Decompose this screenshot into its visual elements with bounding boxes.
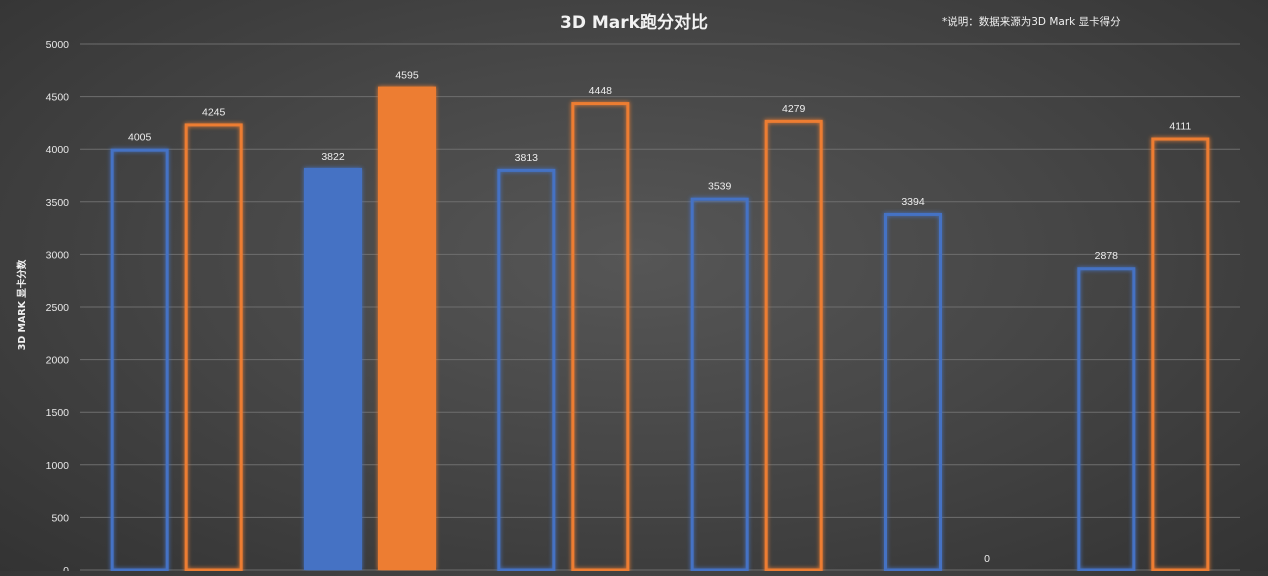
y-tick-label: 500 <box>51 512 69 524</box>
bar <box>764 119 823 572</box>
bar <box>690 197 749 572</box>
data-label: 2878 <box>1095 250 1119 262</box>
bar <box>184 123 243 572</box>
y-tick-label: 2500 <box>46 302 70 314</box>
data-label: 3539 <box>708 181 732 193</box>
data-label: 3813 <box>515 152 539 164</box>
data-label: 4245 <box>202 106 226 118</box>
data-label: 4448 <box>589 85 613 97</box>
y-tick-label: 5000 <box>46 39 70 51</box>
data-label: 4279 <box>782 103 806 115</box>
data-label: 4595 <box>395 70 419 82</box>
data-label: 4111 <box>1169 121 1191 133</box>
y-axis-label: 3D MARK 显卡分数 <box>17 259 28 351</box>
bar <box>1151 137 1210 572</box>
chart-note: *说明：数据来源为3D Mark 显卡得分 <box>942 16 1121 28</box>
bar <box>497 168 556 572</box>
bar <box>571 102 630 572</box>
y-tick-label: 1000 <box>46 460 70 472</box>
y-tick-label: 1500 <box>46 407 70 419</box>
y-tick-label: 3500 <box>46 197 70 209</box>
y-tick-label: 4500 <box>46 92 70 104</box>
bar <box>110 148 169 572</box>
bar <box>884 212 942 572</box>
y-tick-label: 0 <box>63 565 69 571</box>
bar <box>378 86 436 570</box>
y-tick-label: 2000 <box>46 355 70 367</box>
y-tick-label: 4000 <box>46 144 70 156</box>
data-label: 3394 <box>901 196 925 208</box>
data-label: 0 <box>984 553 990 565</box>
data-label: 3822 <box>321 151 345 163</box>
data-label: 4005 <box>128 132 152 144</box>
y-tick-label: 3000 <box>46 249 70 261</box>
chart-title: 3D Mark跑分对比 <box>560 13 708 33</box>
bar <box>1077 267 1136 572</box>
bar <box>304 167 362 570</box>
